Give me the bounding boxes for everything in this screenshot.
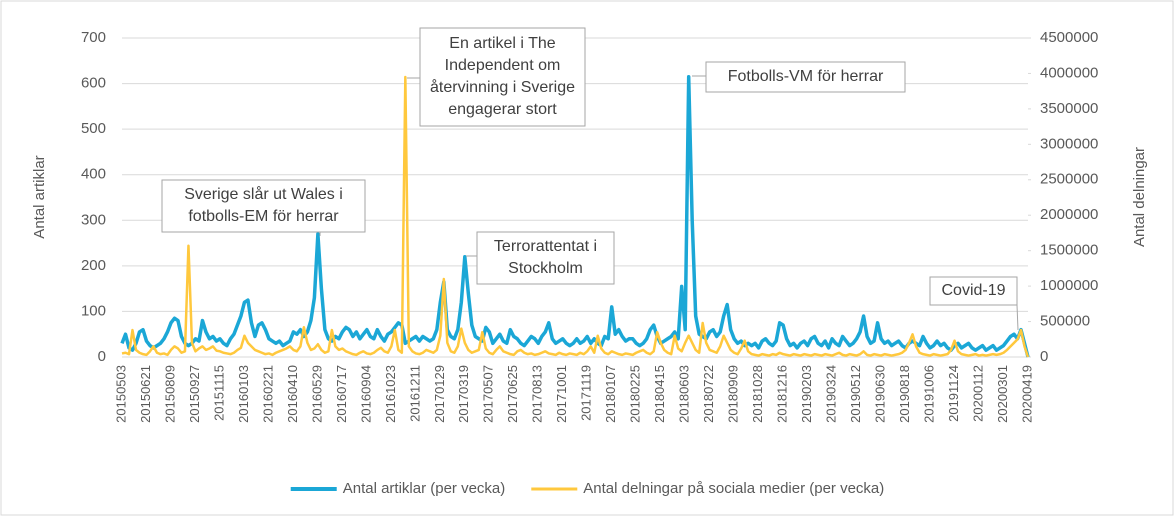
x-tick-label: 20150809 <box>162 365 177 423</box>
annotation-pointer <box>1016 304 1019 331</box>
x-tick-label: 20151115 <box>211 365 226 421</box>
x-tick-label: 20170129 <box>432 365 447 423</box>
x-tick-label: 20190630 <box>873 365 888 423</box>
y2-tick-label: 3000000 <box>1040 135 1098 152</box>
x-tick-label: 20170813 <box>530 365 545 423</box>
y2-tick-label: 2500000 <box>1040 171 1098 188</box>
annotation-text: Stockholm <box>508 260 583 277</box>
x-tick-label: 20171119 <box>579 365 594 421</box>
x-tick-label: 20200112 <box>970 365 985 422</box>
annotation-text: En artikel i The <box>449 35 556 52</box>
annotation-text: Covid-19 <box>941 282 1005 299</box>
x-tick-label: 20150503 <box>113 365 128 423</box>
data-line <box>121 75 1030 358</box>
x-tick-label: 20150621 <box>138 365 153 423</box>
annotation-text: fotbolls-EM för herrar <box>188 208 339 225</box>
x-tick-label: 20191124 <box>946 365 961 422</box>
y-tick-label: 300 <box>81 211 106 228</box>
annotation-text: Sverige slår ut Wales i <box>184 185 343 203</box>
x-tick-label: 20171001 <box>554 365 569 423</box>
y-tick-label: 700 <box>81 29 106 46</box>
x-tick-label: 20190818 <box>897 365 912 423</box>
x-tick-label: 20161023 <box>383 365 398 423</box>
x-tick-label: 20180415 <box>652 365 667 423</box>
x-tick-label: 20180225 <box>628 365 643 423</box>
x-tick-label: 20190512 <box>848 365 863 423</box>
y2-tick-label: 0 <box>1040 348 1048 365</box>
legend-label: Antal delningar på sociala medier (per v… <box>583 480 884 497</box>
legend-item: Antal artiklar (per vecka) <box>290 480 506 497</box>
x-tick-label: 20180909 <box>726 365 741 423</box>
y-tick-label: 200 <box>81 257 106 274</box>
x-tick-label: 20190203 <box>799 365 814 423</box>
y2-tick-label: 1500000 <box>1040 242 1098 259</box>
annotation-box <box>476 231 615 285</box>
y2-tick-label: 1000000 <box>1040 277 1098 294</box>
x-tick-label: 20160529 <box>309 365 324 423</box>
x-tick-label: 20180603 <box>677 365 692 423</box>
annotation-box <box>705 61 906 93</box>
y2-tick-label: 2000000 <box>1040 206 1098 223</box>
y-tick-label: 0 <box>98 348 106 365</box>
y2-tick-label: 4500000 <box>1040 29 1098 46</box>
x-tick-label: 20190324 <box>824 365 839 423</box>
x-tick-label: 20200301 <box>995 365 1010 423</box>
x-tick-label: 20200419 <box>1019 365 1034 423</box>
annotation-box <box>929 276 1018 306</box>
x-tick-label: 20180722 <box>701 365 716 423</box>
x-tick-label: 20170625 <box>505 365 520 423</box>
x-tick-label: 20181216 <box>775 365 790 423</box>
annotation-text: engagerar stort <box>448 101 557 118</box>
x-tick-label: 20180107 <box>603 365 618 423</box>
x-tick-label: 20160904 <box>358 365 373 423</box>
y2-axis-title: Antal delningar <box>1131 147 1148 247</box>
x-tick-label: 20160221 <box>260 365 275 423</box>
y-axis-title: Antal artiklar <box>31 155 48 238</box>
x-tick-label: 20160410 <box>285 365 300 423</box>
legend-item: Antal delningar på sociala medier (per v… <box>531 480 884 497</box>
annotation-text: Terrorattentat i <box>494 238 597 255</box>
legend-label: Antal artiklar (per vecka) <box>343 480 506 497</box>
x-tick-label: 20160103 <box>236 365 251 423</box>
annotation-text: Fotbolls-VM för herrar <box>728 68 884 85</box>
y-tick-label: 100 <box>81 302 106 319</box>
y2-tick-label: 4000000 <box>1040 64 1098 81</box>
x-tick-label: 20170507 <box>481 365 496 423</box>
y-tick-label: 400 <box>81 166 106 183</box>
x-tick-label: 20181028 <box>750 365 765 423</box>
x-tick-label: 20191006 <box>921 365 936 423</box>
y2-tick-label: 500000 <box>1040 313 1090 330</box>
x-tick-label: 20160717 <box>334 365 349 423</box>
x-tick-label: 20150927 <box>187 365 202 423</box>
x-tick-label: 20161211 <box>407 365 422 422</box>
y2-tick-label: 3500000 <box>1040 100 1098 117</box>
y-tick-label: 600 <box>81 75 106 92</box>
y-tick-label: 500 <box>81 120 106 137</box>
annotation-text: Independent om <box>445 57 561 74</box>
data-line <box>120 74 1030 358</box>
x-tick-label: 20170319 <box>456 365 471 423</box>
annotation-box <box>161 179 366 233</box>
annotation-box <box>419 27 586 127</box>
annotation-text: återvinning i Sverige <box>430 78 575 96</box>
